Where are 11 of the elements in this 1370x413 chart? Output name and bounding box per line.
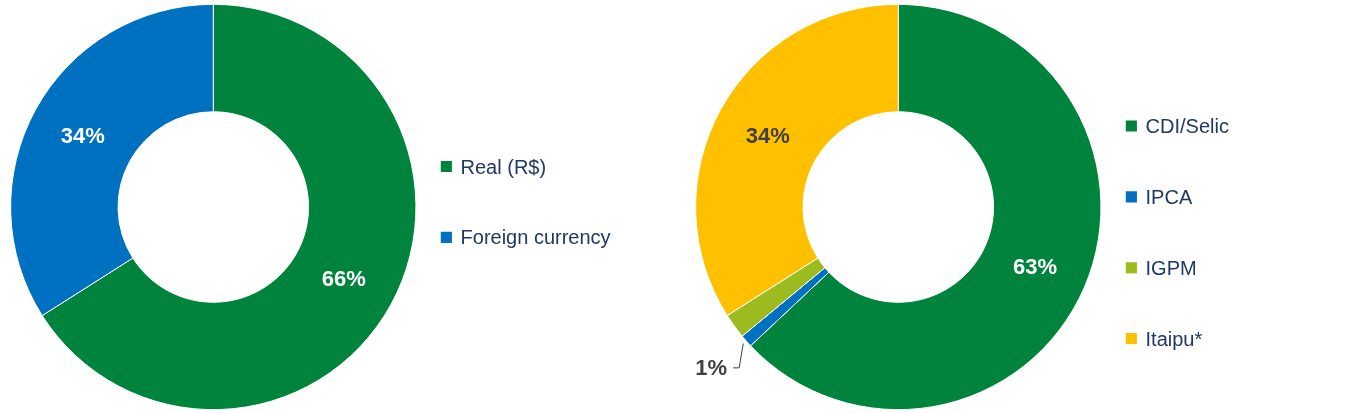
- legend-label: Real (R$): [460, 155, 547, 178]
- data-label: 1%: [695, 355, 728, 381]
- legend-label: IPCA: [1145, 185, 1193, 208]
- data-label: 66%: [321, 266, 366, 292]
- data-label: 63%: [1012, 253, 1058, 279]
- legend-label: CDI/Selic: [1145, 115, 1229, 138]
- legend-label: Itaipu*: [1145, 327, 1203, 350]
- data-label: 34%: [60, 122, 105, 148]
- legend-label: IGPM: [1145, 256, 1197, 279]
- data-label: 34%: [745, 122, 790, 148]
- legend-label: Foreign currency: [460, 226, 611, 249]
